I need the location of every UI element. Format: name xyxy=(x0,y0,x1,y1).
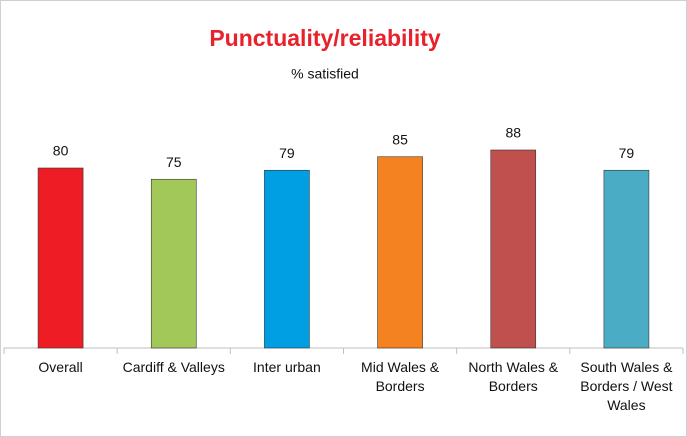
x-tick-label: South Wales & Borders / West Wales xyxy=(580,359,673,413)
value-label: 85 xyxy=(392,131,408,147)
x-tick-label: Overall xyxy=(38,359,83,375)
value-label: 79 xyxy=(279,145,295,161)
bar xyxy=(490,149,537,349)
bar xyxy=(603,169,650,349)
x-tick-label: Inter urban xyxy=(253,359,321,375)
x-tick-label: Mid Wales & Borders xyxy=(361,359,440,394)
value-label: 79 xyxy=(619,145,635,161)
value-label: 75 xyxy=(166,154,182,170)
bar xyxy=(264,169,310,349)
chart-subtitle: % satisfied xyxy=(291,66,359,82)
bar xyxy=(37,167,84,349)
chart-title: Punctuality/reliability xyxy=(209,25,441,51)
x-tick-label: Cardiff & Valleys xyxy=(122,359,225,375)
x-tick-label: North Wales & Borders xyxy=(468,359,559,394)
value-label: 88 xyxy=(505,125,521,141)
value-label: 80 xyxy=(53,143,69,159)
bar xyxy=(150,178,197,349)
bar xyxy=(377,156,423,349)
